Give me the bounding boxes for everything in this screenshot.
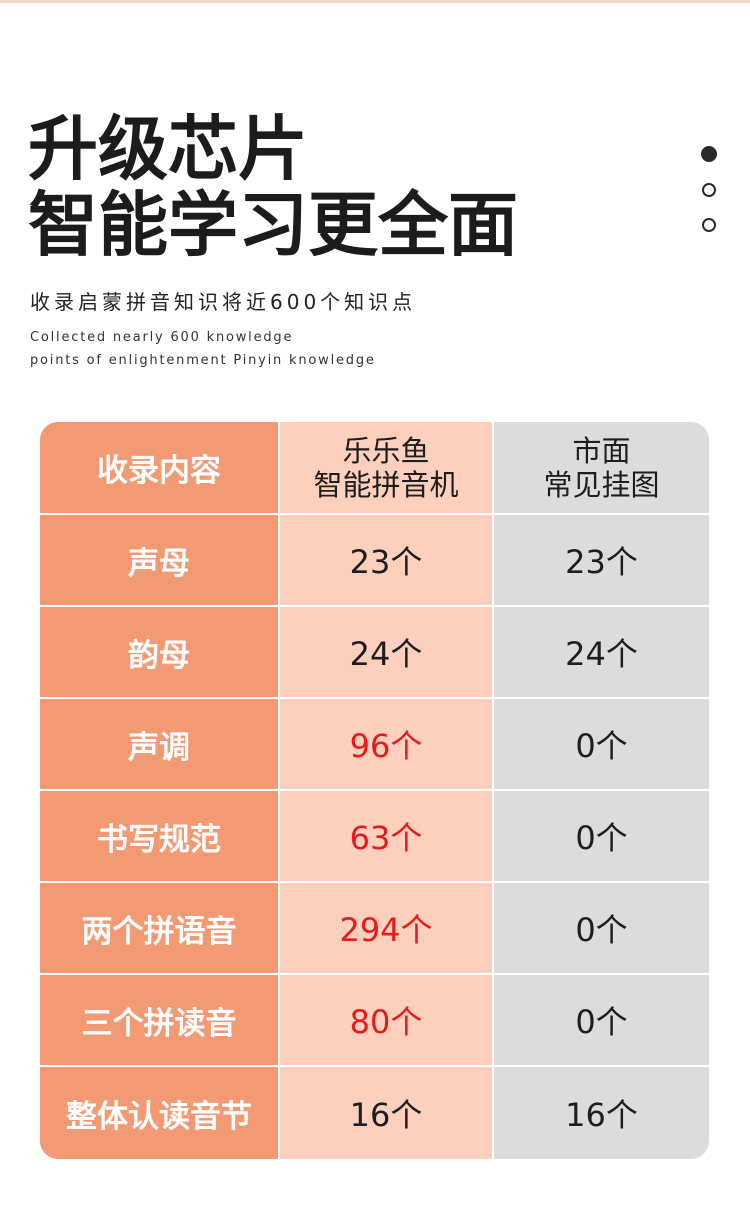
row-chart-value: 24个	[494, 607, 709, 699]
row-label: 声调	[40, 699, 280, 791]
row-device-value: 23个	[280, 515, 494, 607]
pager-dot-2[interactable]	[702, 183, 716, 197]
english-subtitle-line2: points of enlightenment Pinyin knowledge	[30, 353, 376, 368]
pager-dot-3[interactable]	[702, 218, 716, 232]
header-device-line2: 智能拼音机	[313, 467, 459, 502]
header-device-line1: 乐乐鱼	[342, 433, 430, 468]
row-label: 整体认读音节	[40, 1067, 280, 1159]
row-chart-value: 0个	[494, 791, 709, 883]
row-device-value-highlight: 63个	[280, 791, 494, 883]
row-label: 声母	[40, 515, 280, 607]
english-subtitle-line1: Collected nearly 600 knowledge	[30, 330, 294, 345]
page-title-line1: 升级芯片	[28, 108, 308, 190]
row-label: 三个拼读音	[40, 975, 280, 1067]
row-label: 两个拼语音	[40, 883, 280, 975]
header-label-content: 收录内容	[97, 453, 221, 489]
header-cell-content: 收录内容	[40, 422, 280, 515]
row-device-value-highlight: 294个	[280, 883, 494, 975]
comparison-table: 收录内容 乐乐鱼 智能拼音机 市面 常见挂图 声母 23个 23个 韵母 24个…	[40, 422, 709, 1159]
pager-dots	[701, 146, 720, 253]
header-chart-line1: 市面	[572, 433, 631, 468]
row-device-value-highlight: 80个	[280, 975, 494, 1067]
top-divider	[0, 0, 750, 3]
row-device-value: 24个	[280, 607, 494, 699]
pager-dot-1[interactable]	[701, 146, 717, 162]
row-chart-value: 0个	[494, 975, 709, 1067]
header-chart-line2: 常见挂图	[543, 467, 660, 502]
subtitle: 收录启蒙拼音知识将近600个知识点	[30, 290, 417, 314]
row-label: 书写规范	[40, 791, 280, 883]
row-device-value: 16个	[280, 1067, 494, 1159]
row-chart-value: 16个	[494, 1067, 709, 1159]
row-label: 韵母	[40, 607, 280, 699]
row-chart-value: 23个	[494, 515, 709, 607]
header-cell-chart: 市面 常见挂图	[494, 422, 709, 515]
row-device-value-highlight: 96个	[280, 699, 494, 791]
row-chart-value: 0个	[494, 699, 709, 791]
row-chart-value: 0个	[494, 883, 709, 975]
page-title-line2: 智能学习更全面	[28, 184, 518, 266]
header-cell-device: 乐乐鱼 智能拼音机	[280, 422, 494, 515]
